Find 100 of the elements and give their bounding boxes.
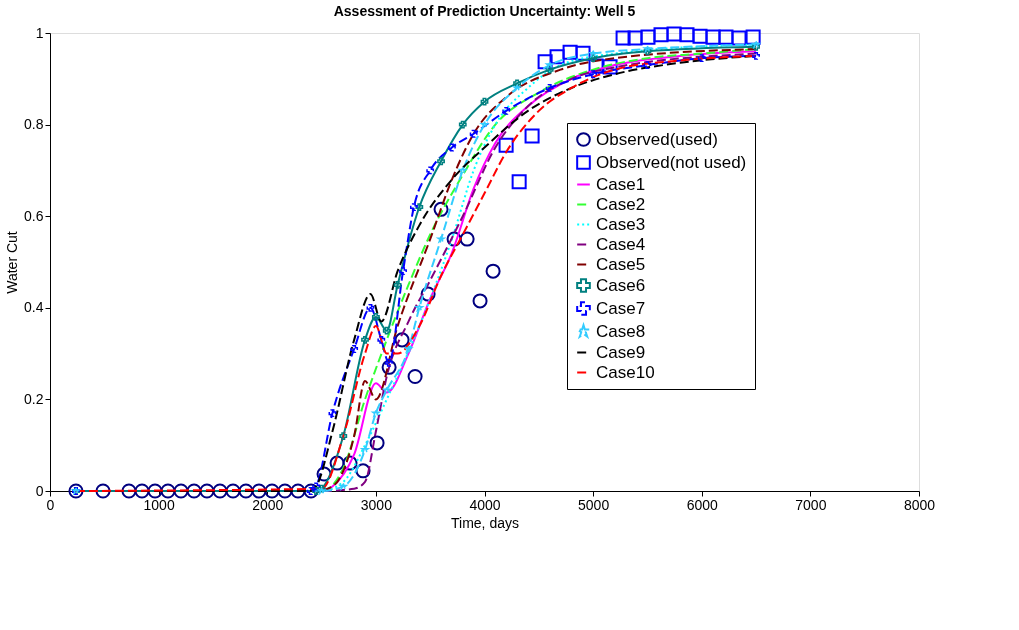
point xyxy=(426,166,435,175)
point xyxy=(666,26,682,42)
point xyxy=(653,27,669,43)
point xyxy=(589,70,598,79)
point xyxy=(147,483,163,499)
point xyxy=(350,345,359,353)
point xyxy=(382,326,391,335)
point xyxy=(575,45,591,61)
x-tick-label: 0 xyxy=(46,496,55,513)
x-tick-label: 6000 xyxy=(686,496,719,513)
point xyxy=(752,42,760,51)
x-axis-title: Time, days xyxy=(451,514,519,531)
y-tick-label: 1 xyxy=(35,24,44,41)
point xyxy=(407,368,423,385)
point xyxy=(480,97,489,106)
point xyxy=(290,483,306,499)
point xyxy=(589,54,598,63)
point xyxy=(382,386,391,394)
y-tick-label: 0.8 xyxy=(24,116,44,133)
point xyxy=(588,58,604,74)
point xyxy=(433,201,449,217)
legend-label: Case5 xyxy=(596,254,646,274)
x-tick-label: 5000 xyxy=(578,496,610,513)
point xyxy=(589,49,597,57)
point xyxy=(251,483,267,499)
point xyxy=(420,286,436,302)
point xyxy=(446,231,462,247)
point xyxy=(502,106,511,115)
point xyxy=(562,44,578,60)
point xyxy=(303,483,319,499)
point xyxy=(524,128,540,144)
point xyxy=(643,61,652,69)
y-tick-label: 0 xyxy=(35,482,44,499)
point xyxy=(697,54,706,63)
point xyxy=(480,120,489,128)
legend-label: Case1 xyxy=(596,174,646,194)
x-tick-label: 4000 xyxy=(469,496,501,513)
point xyxy=(173,483,189,499)
point xyxy=(225,483,241,499)
y-tick-label: 0.2 xyxy=(24,390,44,407)
x-tick-label: 3000 xyxy=(360,496,393,513)
point xyxy=(537,54,553,70)
point xyxy=(277,483,293,499)
point xyxy=(385,358,393,367)
legend-label: Case6 xyxy=(596,275,646,295)
point xyxy=(355,463,371,479)
point xyxy=(679,27,695,43)
point xyxy=(312,487,321,495)
legend-label: Case3 xyxy=(596,214,646,234)
point xyxy=(640,29,656,45)
point xyxy=(339,482,348,490)
point xyxy=(238,483,254,499)
point xyxy=(643,47,652,56)
y-axis-title: Water Cut xyxy=(4,231,21,294)
x-tick-label: 1000 xyxy=(143,496,175,513)
legend-label: Case2 xyxy=(596,194,646,214)
point xyxy=(342,455,358,471)
point xyxy=(328,409,337,418)
point xyxy=(264,483,280,499)
point xyxy=(186,483,202,499)
x-tick-label: 8000 xyxy=(903,496,936,513)
legend-label: Case10 xyxy=(596,362,655,382)
point xyxy=(752,51,760,60)
x-tick-label: 7000 xyxy=(795,496,827,513)
legend-label: Case9 xyxy=(596,342,646,362)
point xyxy=(212,483,228,499)
point xyxy=(469,129,478,138)
chart-title: Assessment of Prediction Uncertainty: Well 5 xyxy=(333,3,636,20)
point xyxy=(316,466,332,482)
point xyxy=(415,203,424,211)
point xyxy=(394,332,410,348)
y-tick-label: 0.6 xyxy=(24,207,44,224)
point xyxy=(615,30,631,46)
point xyxy=(377,335,386,344)
legend-label: Observed(used) xyxy=(596,129,718,149)
legend-label: Case4 xyxy=(596,234,646,254)
point xyxy=(745,29,761,45)
point xyxy=(361,335,369,344)
point xyxy=(498,137,514,153)
point xyxy=(472,293,488,309)
point xyxy=(415,303,424,312)
point xyxy=(371,313,380,321)
point xyxy=(381,359,397,375)
point xyxy=(404,345,413,353)
point xyxy=(627,30,643,46)
legend-label: Case7 xyxy=(596,298,646,318)
y-tick-label: 0.4 xyxy=(24,299,44,316)
point xyxy=(409,203,418,211)
point xyxy=(121,483,137,499)
point xyxy=(459,231,475,247)
point xyxy=(399,267,407,276)
point xyxy=(513,79,521,88)
point xyxy=(731,30,747,46)
point xyxy=(705,29,721,45)
point xyxy=(545,65,554,74)
legend-label: Observed(not used) xyxy=(596,152,747,172)
point xyxy=(95,483,111,499)
point xyxy=(199,483,215,499)
x-tick-label: 2000 xyxy=(252,496,284,513)
legend-label: Case8 xyxy=(596,321,646,341)
